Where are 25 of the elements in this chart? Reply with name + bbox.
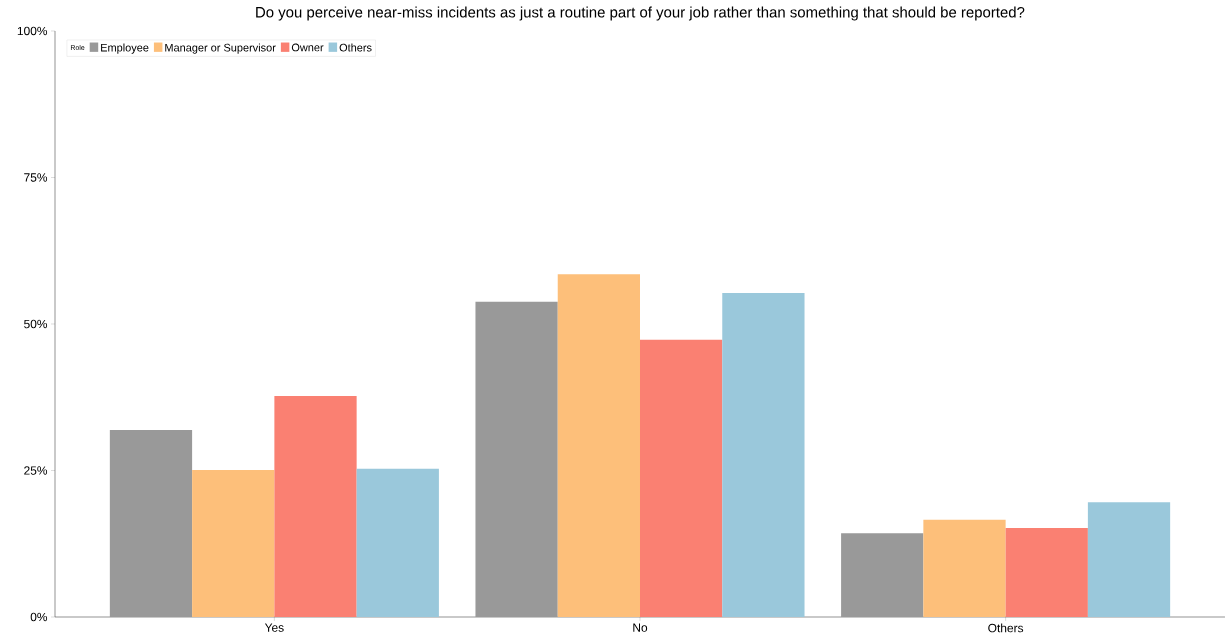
bar: [640, 339, 723, 617]
bar: [274, 396, 357, 617]
y-tick-label: 50%: [24, 319, 48, 329]
bar: [356, 468, 439, 617]
bar: [475, 301, 558, 617]
bar: [722, 292, 805, 617]
legend-label: Manager or Supervisor: [165, 43, 276, 54]
y-tick-label: 100%: [17, 26, 48, 36]
legend-label: Owner: [291, 43, 324, 52]
bar: [1005, 527, 1088, 617]
bar: [841, 533, 924, 617]
bar: [192, 469, 275, 617]
bar: [1087, 502, 1171, 617]
chart-title: Do you perceive near-miss incidents as just a routine part of your job rather than something that should be reported?: [256, 6, 1025, 21]
y-tick-label: 0%: [30, 612, 48, 622]
x-tick-label: No: [633, 623, 648, 632]
legend-label: Employee: [101, 43, 149, 54]
bar: [109, 430, 193, 617]
legend-label: Others: [339, 43, 372, 52]
bar: [923, 519, 1006, 617]
x-tick-label: Others: [988, 623, 1024, 633]
x-tick-label: Yes: [264, 623, 284, 632]
bar: [557, 274, 640, 617]
y-tick-label: 25%: [24, 466, 48, 475]
y-tick-label: 75%: [24, 173, 48, 182]
